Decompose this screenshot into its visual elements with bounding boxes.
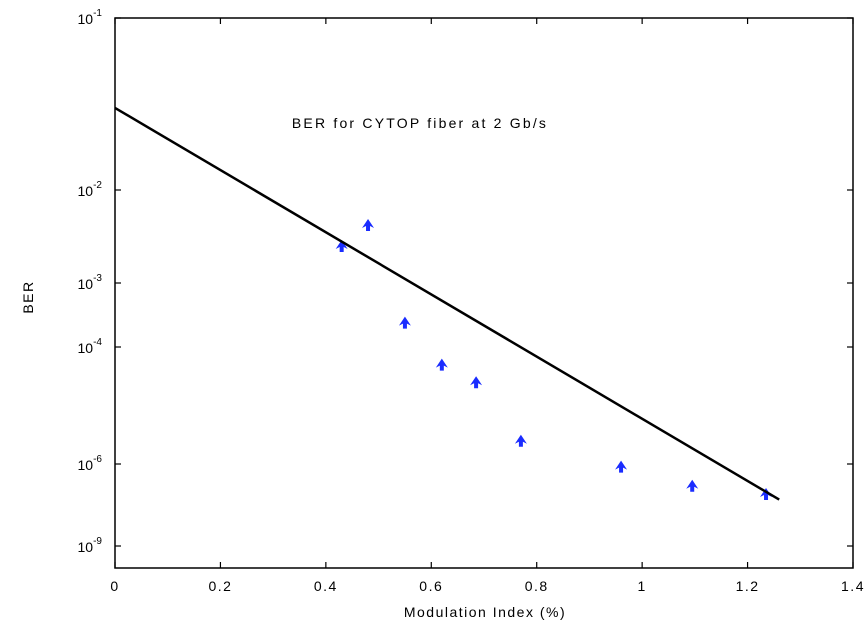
x-tick-label: 0.4 [314,578,338,594]
data-point-marker [362,219,375,232]
y-tick-label: 10-2 [78,180,103,199]
chart-title: BER for CYTOP fiber at 2 Gb/s [292,115,548,131]
y-tick-exponent: -2 [93,180,102,191]
y-tick-base: 10 [78,457,94,473]
data-point-marker [335,239,348,252]
data-point-marker [470,376,483,389]
y-tick-exponent: -1 [93,8,102,19]
y-tick-exponent: -9 [93,536,102,547]
y-tick-exponent: -4 [93,337,102,348]
x-tick-label: 0 [110,578,119,594]
data-point-marker [760,487,773,500]
x-axis-label: Modulation Index (%) [404,604,566,620]
data-point-marker [514,434,527,447]
y-tick-label: 10-9 [78,536,103,555]
data-point-marker [686,479,699,492]
x-tick-label: 0.6 [419,578,443,594]
fit-line [114,106,780,501]
data-point-marker [615,460,628,473]
y-tick-label: 10-1 [78,8,103,27]
y-tick-base: 10 [78,11,94,27]
y-axis-label: BER [20,280,36,313]
data-point-marker [398,316,411,329]
series-layer [114,106,780,501]
y-tick-exponent: -3 [93,273,102,284]
data-point-marker [435,358,448,371]
y-axis-ticks: 10-110-210-310-410-610-9 [78,8,853,555]
plot-frame [114,17,854,569]
y-tick-exponent: -6 [93,454,102,465]
y-tick-base: 10 [78,340,94,356]
y-tick-label: 10-6 [78,454,103,473]
y-tick-label: 10-4 [78,337,103,356]
x-tick-label: 1.2 [736,578,760,594]
x-tick-label: 0.8 [525,578,549,594]
y-tick-base: 10 [78,276,94,292]
x-tick-label: 1.4 [841,578,865,594]
x-axis-ticks: 0 0.2 0.4 0.6 0.8 1 1.2 1.4 [110,18,865,594]
y-tick-label: 10-3 [78,273,103,292]
y-tick-base: 10 [78,183,94,199]
x-tick-label: 1 [637,578,646,594]
y-tick-base: 10 [78,539,94,555]
x-tick-label: 0.2 [208,578,232,594]
